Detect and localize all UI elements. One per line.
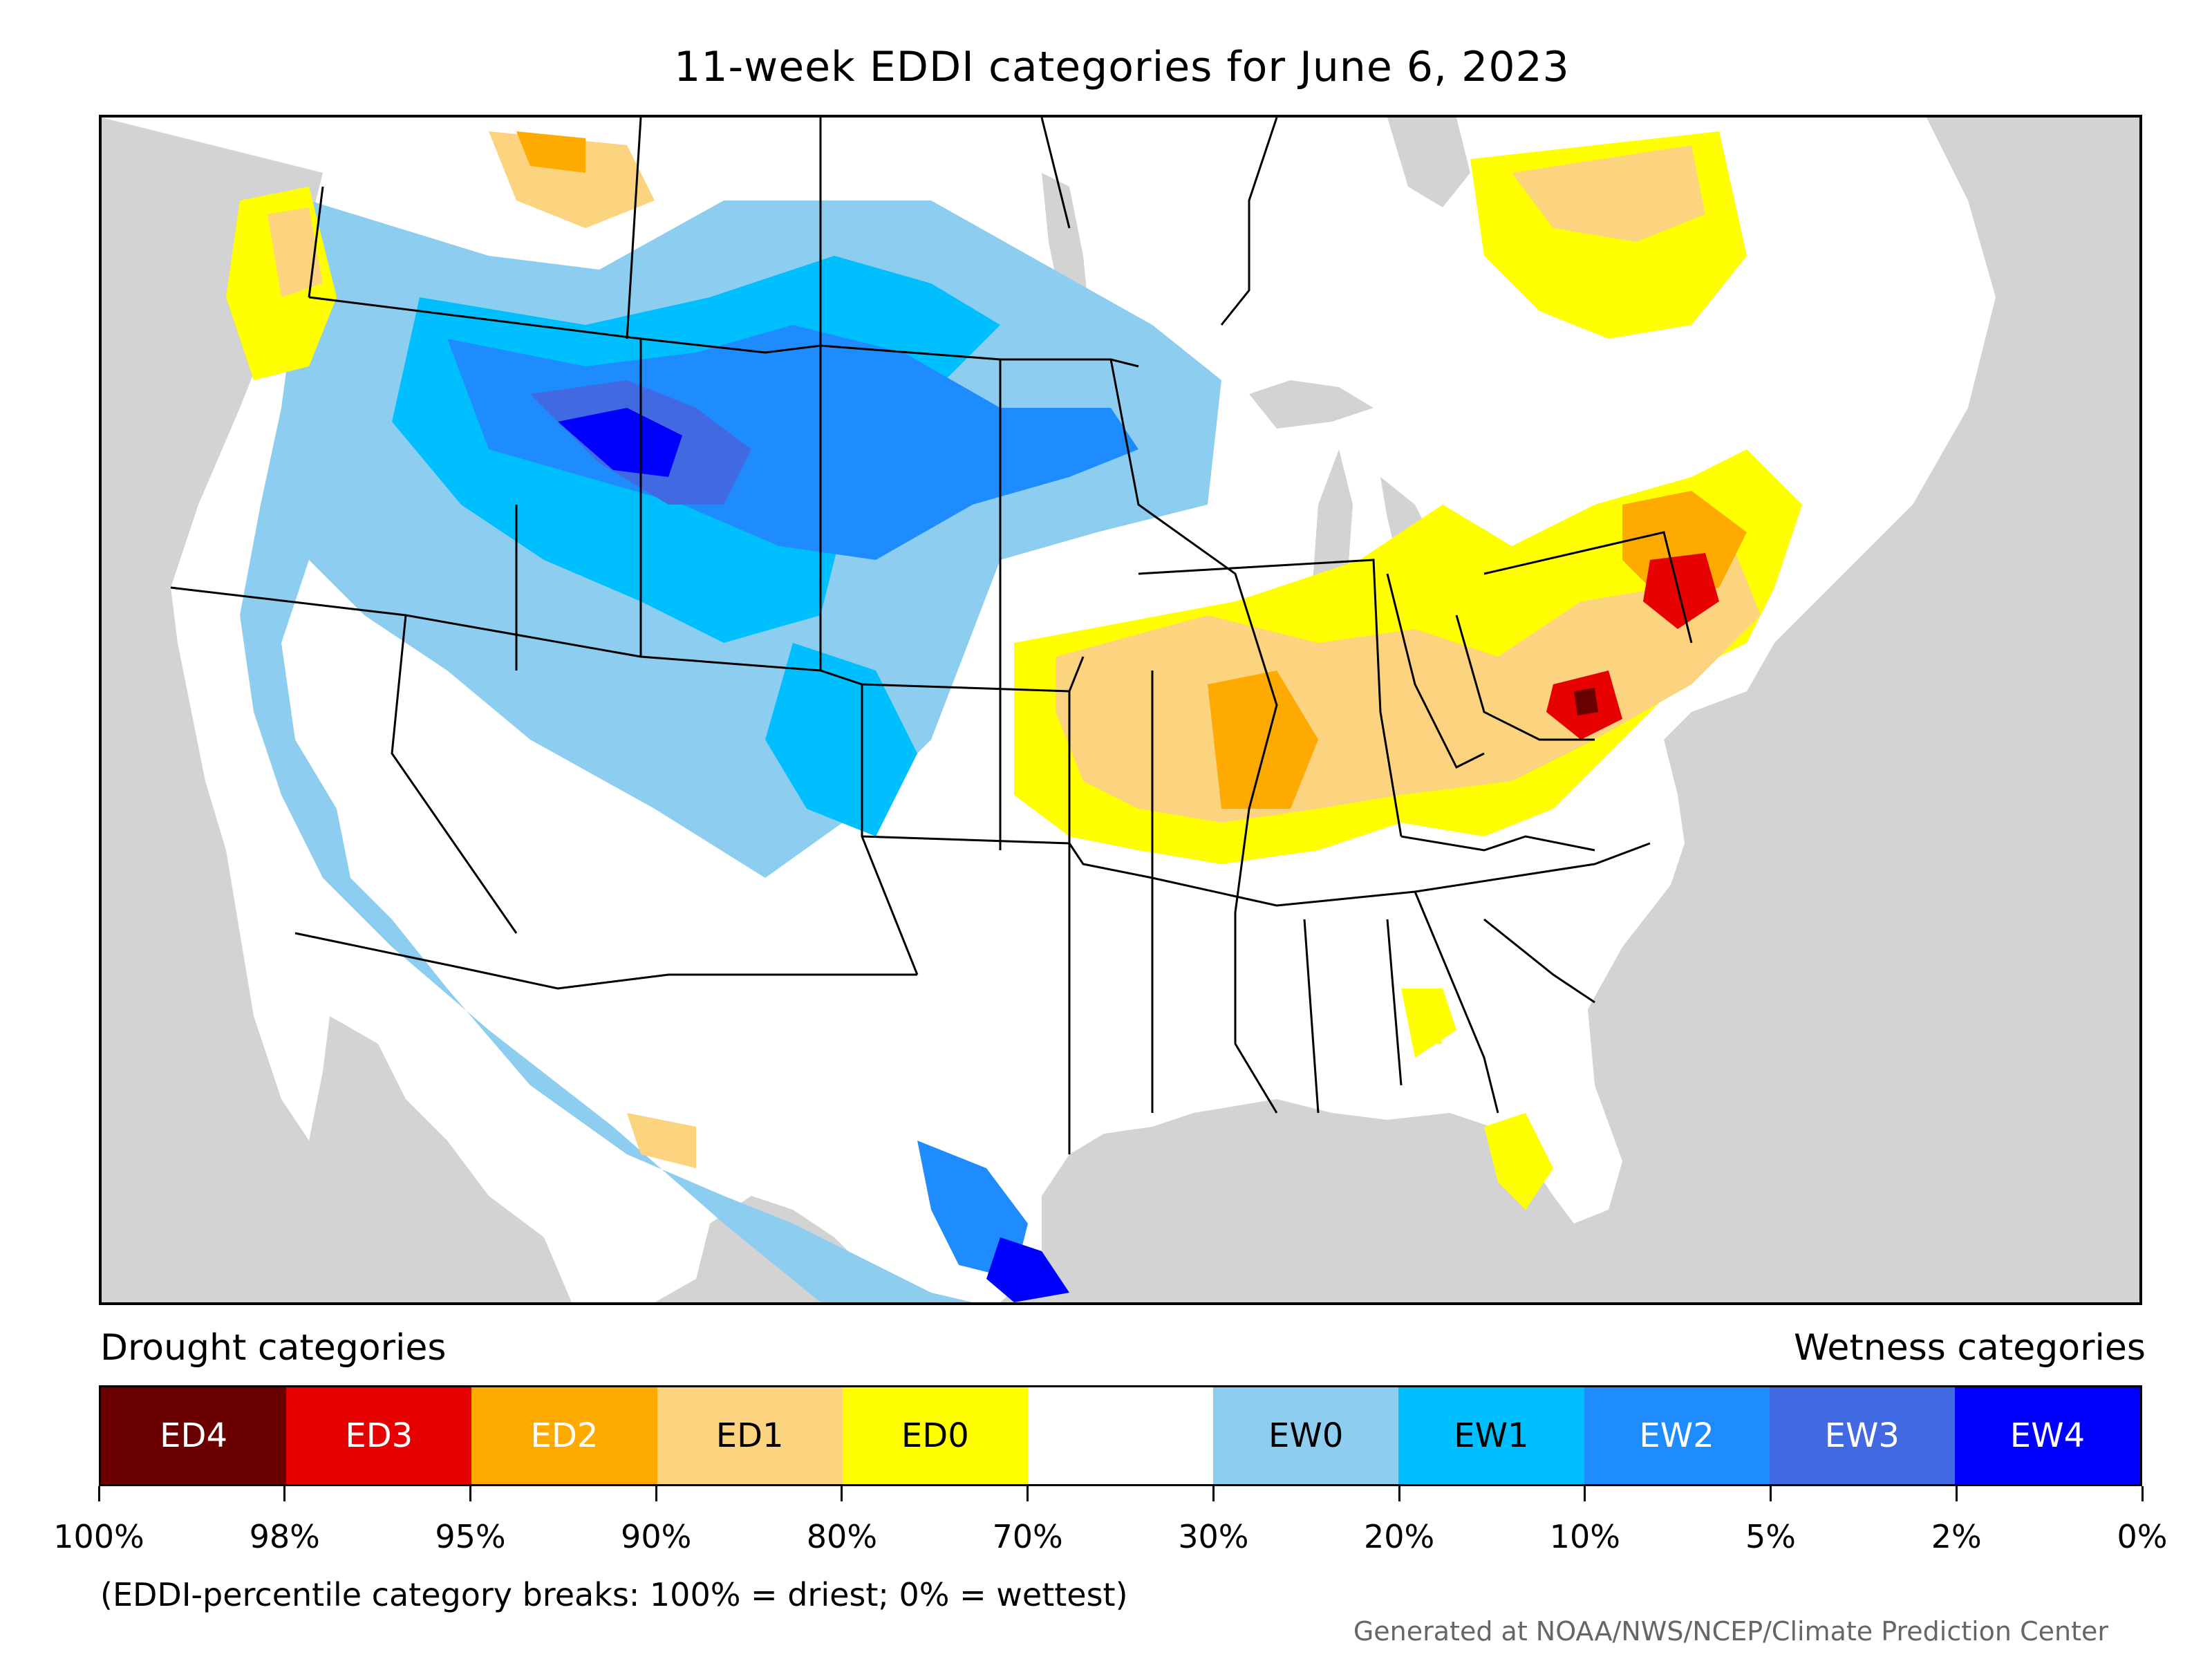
legend-cell-ed3: ED3: [286, 1387, 472, 1484]
state-borders: [170, 118, 1693, 1154]
legend-tick: [1027, 1486, 1029, 1501]
category-breaks-note: (EDDI-percentile category breaks: 100% =…: [100, 1576, 1128, 1613]
legend-tick: [469, 1486, 471, 1501]
legend-break-label: 20%: [1363, 1518, 1435, 1555]
legend-tick: [841, 1486, 843, 1501]
legend-colorbar: ED4 ED3 ED2 ED1 ED0 EW0 EW1 EW2 EW3 EW4: [99, 1385, 2142, 1486]
legend-cell-ew2: EW2: [1584, 1387, 1770, 1484]
legend-cell-neutral: [1027, 1387, 1214, 1484]
map-panel: [99, 115, 2142, 1305]
legend-tick: [1398, 1486, 1400, 1501]
legend-tick: [655, 1486, 657, 1501]
legend-cell-ed0: ED0: [842, 1387, 1028, 1484]
drought-categories-heading: Drought categories: [100, 1327, 447, 1369]
legend-tick: [1955, 1486, 1958, 1501]
wetness-regions: [240, 200, 1221, 1302]
legend-break-label: 95%: [435, 1518, 506, 1555]
legend-break-label: 5%: [1745, 1518, 1797, 1555]
legend-cell-ed1: ED1: [657, 1387, 843, 1484]
legend-break-label: 100%: [53, 1518, 144, 1555]
legend-break-label: 30%: [1178, 1518, 1249, 1555]
legend-tick: [97, 1486, 100, 1501]
legend-cell-ew3: EW3: [1769, 1387, 1955, 1484]
page-title: 11-week EDDI categories for June 6, 2023: [674, 43, 1570, 91]
legend-tick: [1212, 1486, 1215, 1501]
legend-cell-ew1: EW1: [1398, 1387, 1584, 1484]
wetness-categories-heading: Wetness categories: [1794, 1327, 2146, 1369]
legend-ticks: [97, 1486, 2144, 1507]
legend-break-label: 10%: [1549, 1518, 1620, 1555]
credit-line: Generated at NOAA/NWS/NCEP/Climate Predi…: [1353, 1616, 2108, 1647]
legend-tick: [1770, 1486, 1772, 1501]
legend-cell-ed4: ED4: [101, 1387, 287, 1484]
legend-tick: [2141, 1486, 2144, 1501]
conus-eddi-map: [102, 118, 1996, 1302]
legend-break-label: 90%: [621, 1518, 692, 1555]
legend-break-label: 98%: [249, 1518, 320, 1555]
legend-cell-ed2: ED2: [471, 1387, 657, 1484]
legend-tick: [283, 1486, 286, 1501]
legend-break-label: 2%: [1931, 1518, 1982, 1555]
legend-break-label: 80%: [806, 1518, 878, 1555]
legend-break-label: 0%: [2117, 1518, 2168, 1555]
legend-cell-ew4: EW4: [1954, 1387, 2141, 1484]
legend-cell-ew0: EW0: [1213, 1387, 1399, 1484]
legend-break-label: 70%: [992, 1518, 1063, 1555]
legend-tick: [1584, 1486, 1586, 1501]
